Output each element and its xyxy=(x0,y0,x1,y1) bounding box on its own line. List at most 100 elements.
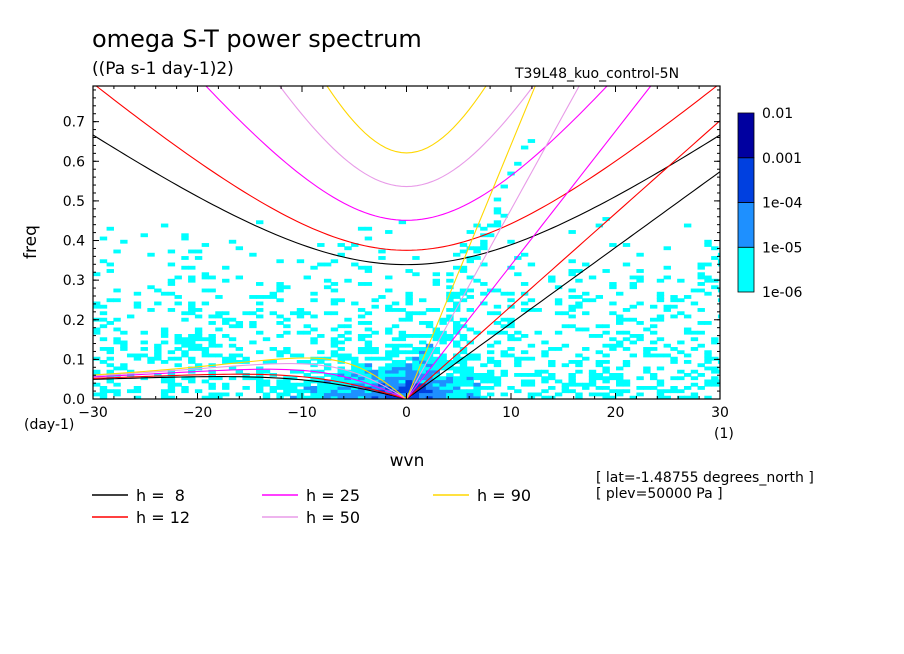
spectrum-cell xyxy=(520,379,529,384)
spectrum-cell xyxy=(283,324,291,329)
spectrum-cell xyxy=(208,288,216,293)
spectrum-cell xyxy=(711,379,719,384)
colorbar-label: 1e-04 xyxy=(762,196,802,212)
spectrum-cell xyxy=(357,347,366,351)
spectrum-cell xyxy=(656,379,665,384)
spectrum-cell xyxy=(378,373,386,377)
spectrum-cell xyxy=(256,282,264,286)
spectrum-cell xyxy=(507,317,515,322)
spectrum-cell xyxy=(228,317,237,322)
spectrum-cell xyxy=(405,382,413,387)
spectrum-cell xyxy=(616,321,624,325)
spectrum-cell xyxy=(385,376,393,381)
spectrum-cell xyxy=(527,379,536,384)
spectrum-cell xyxy=(453,366,461,371)
spectrum-cell xyxy=(344,324,352,329)
spectrum-cell xyxy=(378,249,386,254)
spectrum-cell xyxy=(106,321,114,325)
spectrum-cell xyxy=(303,330,311,335)
spectrum-cell xyxy=(446,363,454,368)
spectrum-cell xyxy=(582,298,590,303)
spectrum-cell xyxy=(704,395,712,399)
spectrum-cell xyxy=(140,347,148,351)
spectrum-cell xyxy=(473,373,481,377)
spectrum-cell xyxy=(371,298,379,303)
spectrum-cell xyxy=(405,386,413,390)
spectrum-cell xyxy=(622,360,631,364)
spectrum-cell xyxy=(283,379,291,384)
spectrum-cell xyxy=(663,265,671,270)
spectrum-cell xyxy=(391,353,400,358)
spectrum-cell xyxy=(541,353,549,358)
spectrum-cell xyxy=(391,389,400,394)
spectrum-cell xyxy=(520,356,529,361)
spectrum-cell xyxy=(188,301,196,306)
spectrum-cell xyxy=(473,392,481,397)
spectrum-cell xyxy=(670,314,678,319)
spectrum-cell xyxy=(582,382,590,387)
x-tick-label: −30 xyxy=(78,405,108,421)
spectrum-cell xyxy=(480,301,488,306)
spectrum-cell xyxy=(520,350,529,355)
spectrum-cell xyxy=(622,363,631,368)
spectrum-cell xyxy=(683,353,692,358)
spectrum-cell xyxy=(568,389,576,394)
spectrum-cell xyxy=(459,395,468,399)
spectrum-cell xyxy=(507,239,515,244)
spectrum-cell xyxy=(113,373,121,377)
spectrum-cell xyxy=(337,386,345,390)
spectrum-cell xyxy=(310,395,318,399)
spectrum-cell xyxy=(500,213,508,218)
spectrum-cell xyxy=(337,353,345,358)
spectrum-cell xyxy=(385,373,393,377)
spectrum-cell xyxy=(405,379,413,384)
spectrum-cell xyxy=(514,356,522,361)
spectrum-cell xyxy=(269,386,277,390)
spectrum-cell xyxy=(167,278,176,283)
spectrum-cell xyxy=(167,386,176,390)
spectrum-cell xyxy=(256,350,264,355)
spectrum-cell xyxy=(500,392,508,397)
spectrum-cell xyxy=(575,392,583,397)
spectrum-cell xyxy=(276,382,284,387)
spectrum-cell xyxy=(228,343,237,348)
spectrum-cell xyxy=(167,389,176,394)
spectrum-cell xyxy=(629,282,637,286)
spectrum-cell xyxy=(622,330,631,335)
dispersion-line xyxy=(93,368,407,399)
spectrum-cell xyxy=(493,379,502,384)
spectrum-cell xyxy=(466,353,474,358)
spectrum-cell xyxy=(344,386,352,390)
spectrum-cell xyxy=(609,395,617,399)
spectrum-cell xyxy=(364,327,373,332)
spectrum-cell xyxy=(419,360,427,364)
spectrum-cell xyxy=(459,243,468,247)
spectrum-cell xyxy=(337,369,345,374)
spectrum-cell xyxy=(582,386,590,390)
spectrum-cell xyxy=(262,379,271,384)
spectrum-cell xyxy=(548,347,556,351)
spectrum-cell xyxy=(398,330,407,335)
spectrum-cell xyxy=(629,304,637,309)
spectrum-cell xyxy=(160,340,169,345)
spectrum-cell xyxy=(174,334,182,338)
spectrum-cell xyxy=(534,373,542,377)
spectrum-cell xyxy=(459,249,468,254)
spectrum-cell xyxy=(276,298,284,303)
curve-legend: h = 8 h = 12 h = 25 h = 50 h = 90 xyxy=(92,486,531,527)
spectrum-cell xyxy=(453,327,461,332)
spectrum-cell xyxy=(378,256,386,260)
spectrum-cell xyxy=(283,317,291,322)
spectrum-cell xyxy=(493,197,502,202)
spectrum-cell xyxy=(371,330,379,335)
spectrum-cell xyxy=(711,366,719,371)
spectrum-cell xyxy=(412,376,420,381)
spectrum-cell xyxy=(582,347,590,351)
spectrum-cell xyxy=(453,379,461,384)
spectrum-cell xyxy=(215,343,223,348)
spectrum-cell xyxy=(629,275,637,280)
spectrum-cell xyxy=(188,340,196,345)
spectrum-cell xyxy=(405,350,413,355)
spectrum-cell xyxy=(106,389,114,394)
spectrum-cell xyxy=(453,252,461,257)
